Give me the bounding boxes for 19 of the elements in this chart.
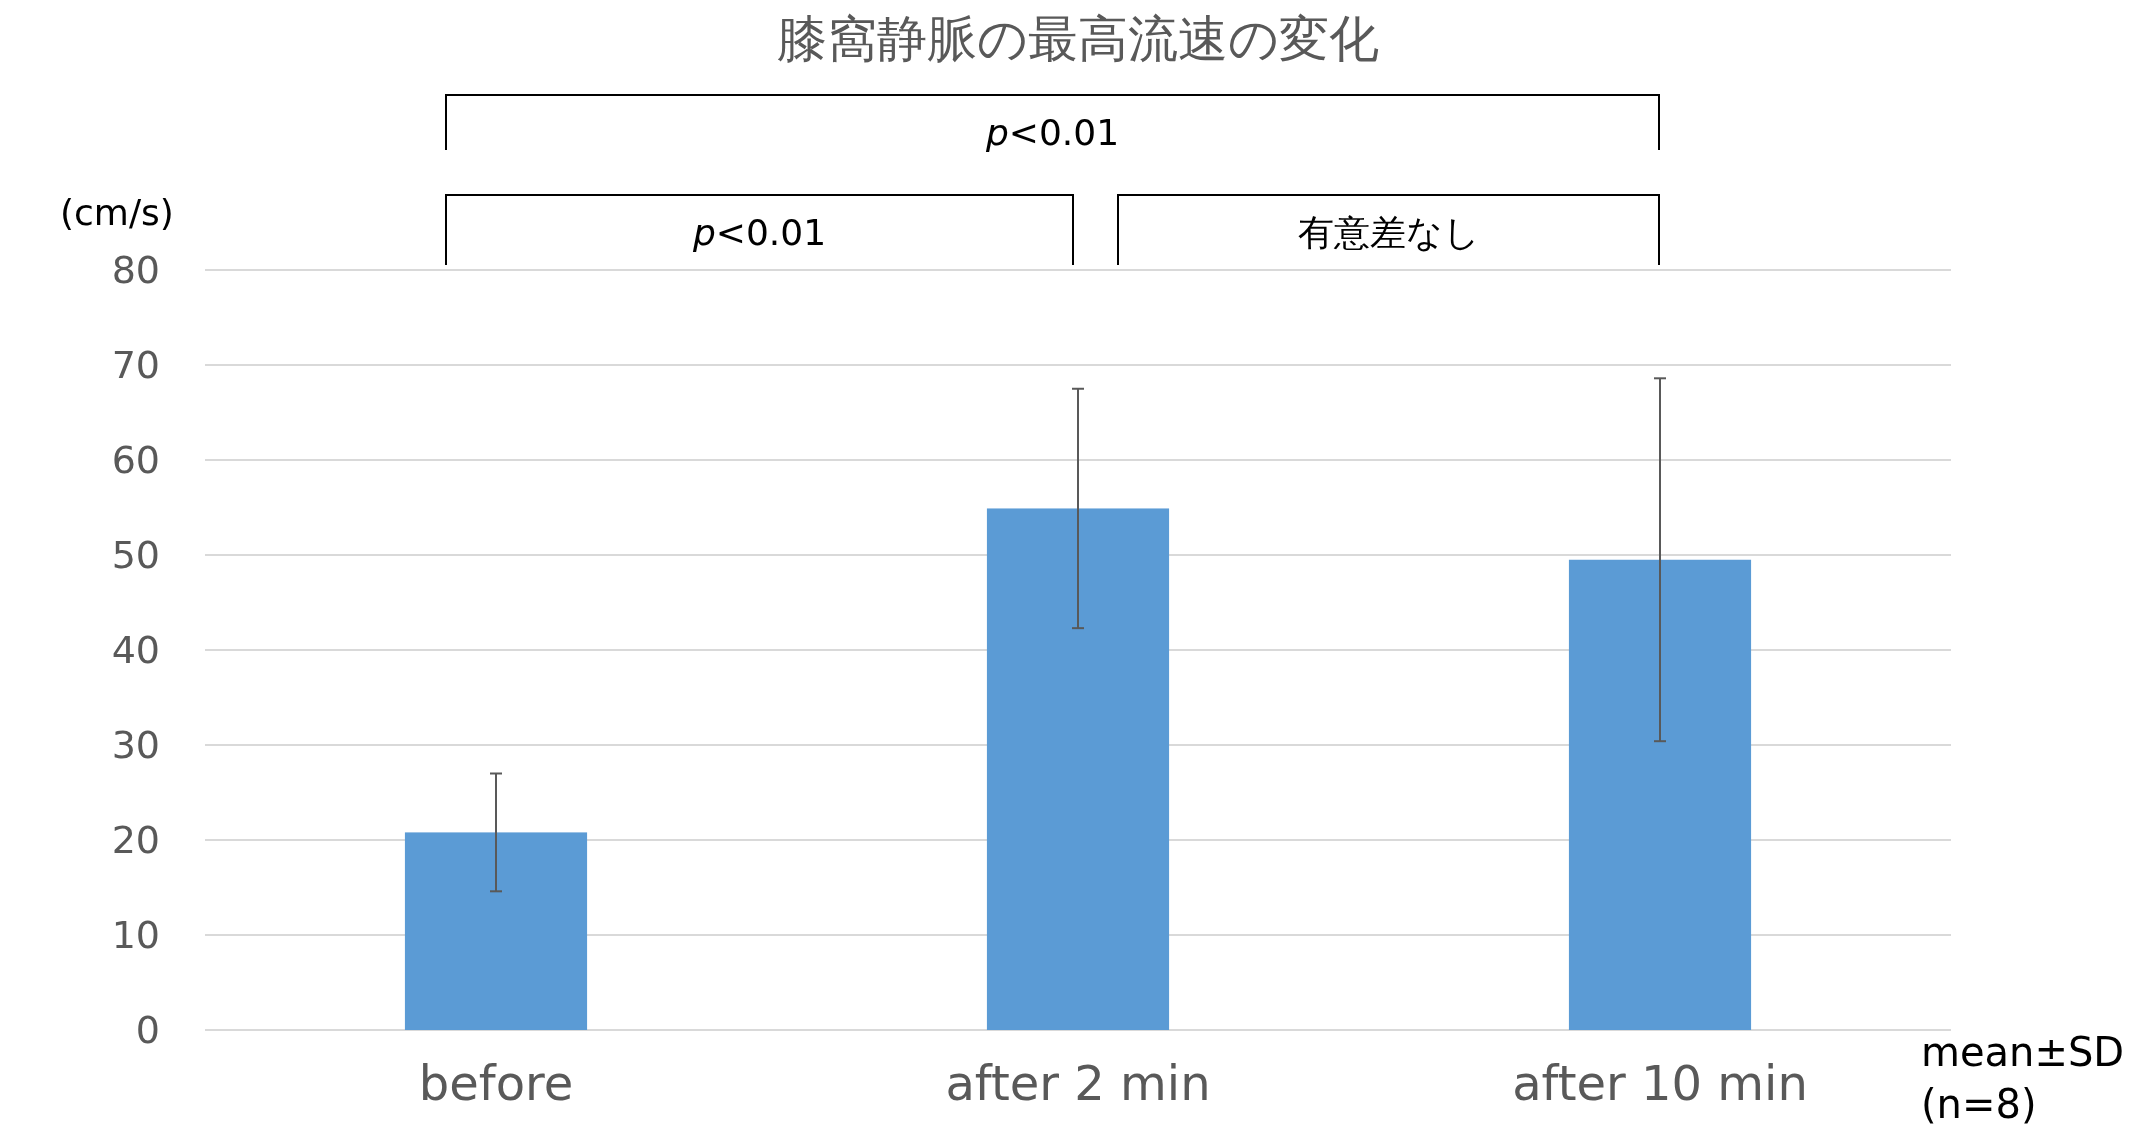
y-tick-label: 40 (111, 628, 160, 672)
y-axis-title: (cm/s) (60, 192, 174, 233)
text: (n=8) (1921, 1081, 2037, 1127)
text: p<0.01 (984, 112, 1120, 153)
x-tick-label: after 10 min (1512, 1055, 1808, 1111)
y-tick-label: 50 (111, 533, 160, 577)
y-tick-label: 60 (111, 438, 160, 482)
chart-title: 膝窩静脈の最高流速の変化 (777, 10, 1379, 68)
y-tick-label: 10 (111, 913, 160, 957)
text: p<0.01 (691, 212, 827, 253)
text: 有意差なし (1297, 212, 1480, 253)
y-tick-label: 70 (111, 343, 160, 387)
y-tick-label: 80 (111, 248, 160, 292)
y-tick-label: 20 (111, 818, 160, 862)
x-tick-label: before (418, 1055, 574, 1111)
y-tick-label: 0 (135, 1008, 160, 1052)
y-tick-label: 30 (111, 723, 160, 767)
x-tick-label: after 2 min (945, 1055, 1211, 1111)
annotation: mean±SD (1921, 1029, 2125, 1075)
